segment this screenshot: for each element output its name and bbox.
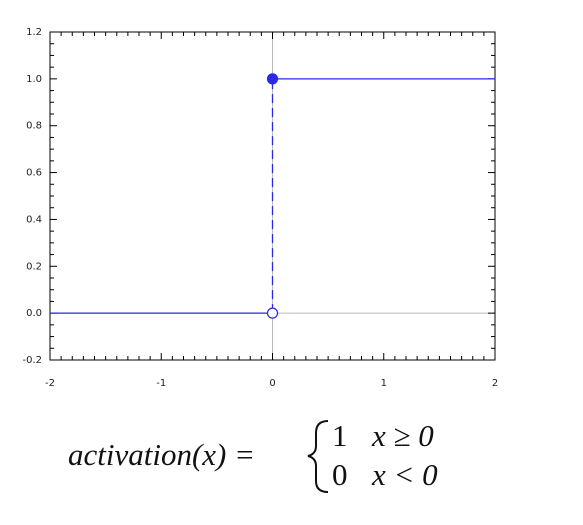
y-tick-label: 0.2 [26, 261, 42, 272]
formula-lhs: activation(x) = [68, 437, 255, 472]
open-point [266, 307, 279, 319]
x-tick-label: -2 [45, 378, 55, 389]
x-tick-label: 0 [269, 378, 275, 389]
case-value: 0 [332, 457, 348, 492]
closed-point [266, 73, 279, 85]
x-tick-label: 1 [381, 378, 387, 389]
case-condition: x ≥ 0 [371, 418, 434, 453]
plot-frame [49, 31, 496, 361]
y-tick-label: 0.0 [26, 308, 42, 319]
y-tick-label: 0.4 [26, 214, 42, 225]
case-condition: x < 0 [371, 457, 438, 492]
y-tick-label: 0.6 [26, 168, 42, 179]
x-tick-label: 2 [492, 378, 498, 389]
y-tick-label: 0.8 [26, 121, 42, 132]
x-tick-label: -1 [156, 378, 166, 389]
y-tick-label: -0.2 [22, 355, 42, 366]
y-tick-label: 1.0 [26, 74, 42, 85]
y-tick-label: 1.2 [26, 27, 42, 38]
formula-brace [307, 420, 329, 493]
case-value: 1 [332, 418, 348, 453]
